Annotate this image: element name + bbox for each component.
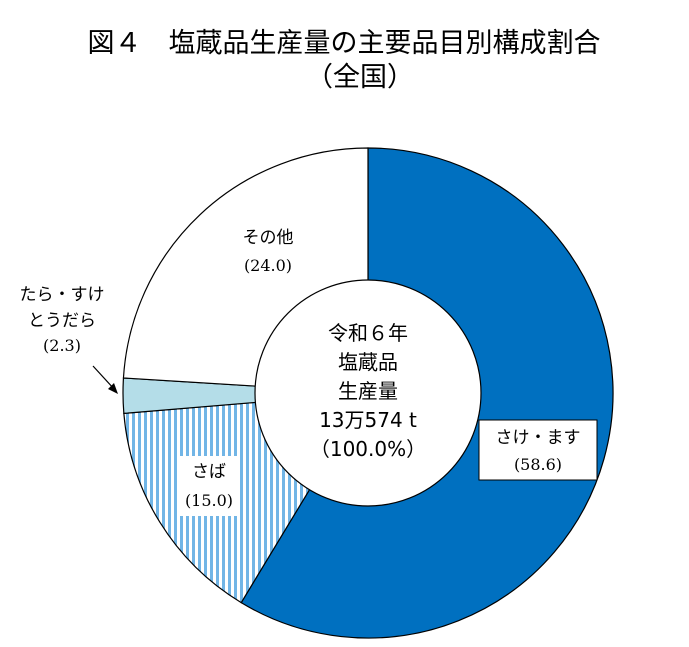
chart-title: 図４ 塩蔵品生産量の主要品目別構成割合 (88, 28, 601, 59)
mackerel-value-label: (15.0) (185, 491, 233, 510)
salmon-label: さけ・ます (496, 428, 581, 448)
mackerel-label-box (179, 456, 239, 516)
mackerel-label: さば (192, 462, 226, 482)
salmon-value-label: (58.6) (514, 455, 562, 474)
cod-value-label: (2.3) (43, 336, 81, 355)
cod-label-line2: とうだら (28, 311, 96, 331)
donut-hole (254, 279, 482, 507)
other-value-label: (24.0) (244, 256, 292, 275)
center-measure: 生産量 (338, 379, 398, 403)
center-percent: （100.0%） (310, 437, 426, 461)
chart-subtitle: （全国） (306, 62, 414, 93)
cod-label-line1: たら・すけ (20, 285, 105, 305)
cod-leader-arrowhead (108, 383, 118, 394)
salmon-label-box (478, 419, 598, 481)
other-label: その他 (243, 228, 294, 248)
center-total: 13万574 t (319, 408, 417, 432)
center-era-year: 令和６年 (328, 321, 408, 345)
center-product: 塩蔵品 (338, 350, 398, 374)
